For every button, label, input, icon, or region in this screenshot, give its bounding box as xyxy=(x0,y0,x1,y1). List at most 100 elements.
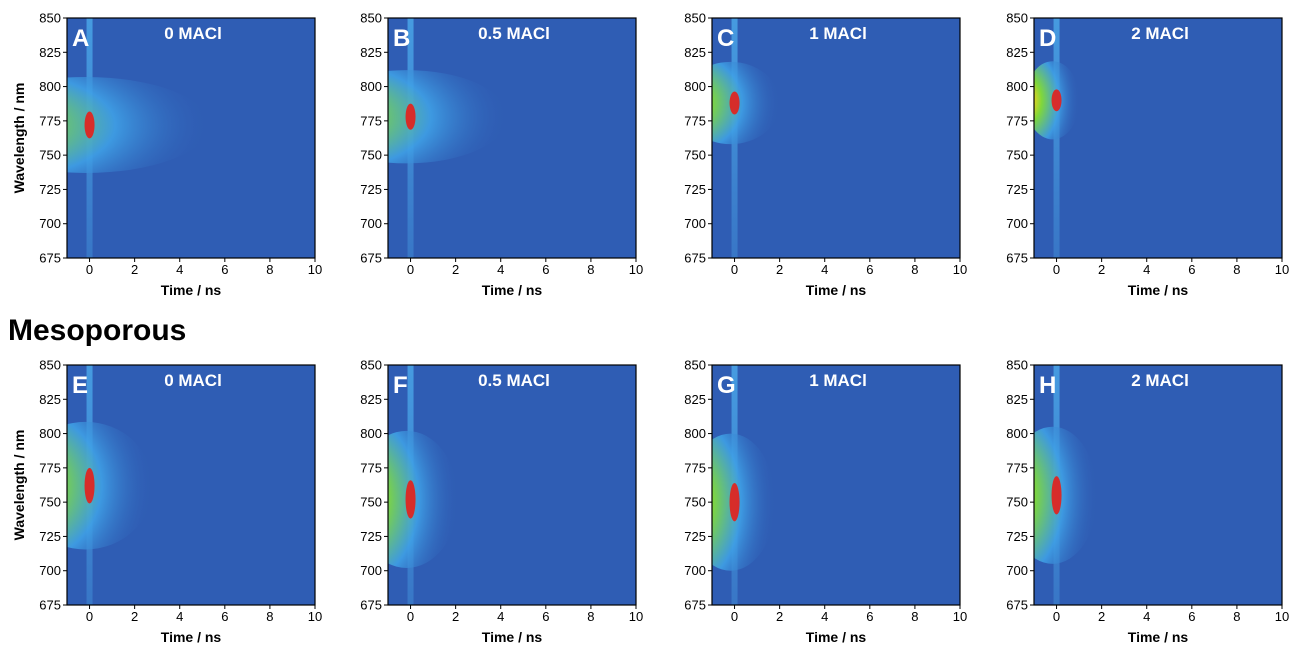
panel-title: 0 MACl xyxy=(164,24,222,43)
panel-letter: B xyxy=(393,25,410,52)
y-tick-label: 700 xyxy=(684,216,706,231)
y-tick-label: 775 xyxy=(1006,113,1028,128)
emission-peak xyxy=(405,103,416,130)
x-tick-label: 2 xyxy=(452,609,459,624)
x-tick-label: 0 xyxy=(1053,262,1060,277)
y-tick-label: 700 xyxy=(39,216,61,231)
x-tick-label: 6 xyxy=(221,609,228,624)
x-tick-label: 8 xyxy=(587,609,594,624)
heatmap-panel-a: 0 2 4 6 8 10 675 700 725 750 775 800 825 850 Time / ns… xyxy=(11,11,322,299)
y-tick-label: 675 xyxy=(684,251,706,266)
y-tick-label: 825 xyxy=(684,45,706,60)
heatmap-panel-g: 0 2 4 6 8 10 675 700 725 750 775 800 825 850 Time / ns… xyxy=(684,358,967,646)
x-tick-label: 4 xyxy=(176,262,183,277)
y-tick-label: 850 xyxy=(360,11,382,26)
y-tick-label: 850 xyxy=(39,358,61,373)
x-axis-label: Time / ns xyxy=(806,282,867,298)
y-tick-label: 850 xyxy=(684,11,706,26)
x-tick-label: 0 xyxy=(86,609,93,624)
y-axis-label: Wavelength / nm xyxy=(11,430,27,541)
y-tick-label: 725 xyxy=(360,182,382,197)
x-tick-label: 2 xyxy=(776,262,783,277)
y-tick-label: 825 xyxy=(360,45,382,60)
x-tick-label: 6 xyxy=(1188,609,1195,624)
panel-letter: H xyxy=(1039,372,1056,399)
panel-letter: A xyxy=(72,25,89,52)
x-tick-label: 10 xyxy=(953,262,967,277)
x-tick-label: 6 xyxy=(542,609,549,624)
x-tick-label: 4 xyxy=(497,262,504,277)
x-tick-label: 10 xyxy=(308,609,322,624)
y-tick-label: 725 xyxy=(360,529,382,544)
panel-letter: E xyxy=(72,372,88,399)
y-tick-label: 675 xyxy=(360,598,382,613)
y-tick-label: 800 xyxy=(39,426,61,441)
emission-plume xyxy=(1034,426,1098,564)
heatmap-signal xyxy=(388,18,508,258)
y-tick-label: 800 xyxy=(360,79,382,94)
y-tick-label: 775 xyxy=(684,460,706,475)
y-tick-label: 750 xyxy=(39,495,61,510)
panel-letter: G xyxy=(717,372,736,399)
y-tick-label: 750 xyxy=(1006,495,1028,510)
heatmap-signal xyxy=(388,365,459,605)
emission-plume xyxy=(388,70,508,164)
y-tick-label: 750 xyxy=(39,148,61,163)
plot-frame xyxy=(387,364,637,606)
x-tick-label: 2 xyxy=(131,262,138,277)
y-tick-label: 725 xyxy=(1006,182,1028,197)
x-tick-label: 10 xyxy=(1275,609,1289,624)
heatmap-panel-b: 0 2 4 6 8 10 675 700 725 750 775 800 825 850 Time / ns… xyxy=(360,11,643,299)
x-tick-label: 6 xyxy=(1188,262,1195,277)
x-tick-label: 4 xyxy=(1143,609,1150,624)
y-tick-label: 750 xyxy=(360,148,382,163)
x-tick-label: 0 xyxy=(86,262,93,277)
plot-frame xyxy=(66,17,316,259)
y-tick-label: 675 xyxy=(684,598,706,613)
y-tick-label: 825 xyxy=(684,392,706,407)
x-axis-label: Time / ns xyxy=(161,282,222,298)
x-tick-label: 0 xyxy=(1053,609,1060,624)
emission-peak xyxy=(1051,89,1062,112)
panel-title: 1 MACl xyxy=(809,24,867,43)
y-tick-label: 800 xyxy=(39,79,61,94)
x-tick-label: 8 xyxy=(266,609,273,624)
x-tick-label: 6 xyxy=(542,262,549,277)
y-tick-label: 800 xyxy=(1006,79,1028,94)
y-tick-label: 725 xyxy=(684,529,706,544)
y-tick-label: 775 xyxy=(684,113,706,128)
x-tick-label: 8 xyxy=(587,262,594,277)
y-tick-label: 775 xyxy=(360,113,382,128)
x-axis-label: Time / ns xyxy=(161,629,222,645)
y-tick-label: 800 xyxy=(1006,426,1028,441)
x-tick-label: 2 xyxy=(452,262,459,277)
x-tick-label: 8 xyxy=(266,262,273,277)
x-axis-label: Time / ns xyxy=(806,629,867,645)
y-tick-label: 675 xyxy=(1006,251,1028,266)
y-tick-label: 825 xyxy=(1006,392,1028,407)
panel-letter: C xyxy=(717,25,734,52)
y-tick-label: 750 xyxy=(360,495,382,510)
y-tick-label: 700 xyxy=(360,216,382,231)
y-tick-label: 750 xyxy=(684,495,706,510)
emission-peak xyxy=(84,467,95,504)
panel-title: 0.5 MACl xyxy=(478,371,550,390)
plot-frame xyxy=(711,364,961,606)
heatmap-signal xyxy=(712,365,776,605)
panel-title: 2 MACl xyxy=(1131,371,1189,390)
y-tick-label: 700 xyxy=(1006,563,1028,578)
y-tick-label: 850 xyxy=(39,11,61,26)
x-axis-label: Time / ns xyxy=(1128,282,1189,298)
heatmap-signal xyxy=(67,365,154,605)
x-axis-label: Time / ns xyxy=(482,282,543,298)
emission-peak xyxy=(729,91,740,115)
plot-frame xyxy=(1033,17,1283,259)
y-tick-label: 775 xyxy=(39,113,61,128)
plot-frame xyxy=(711,17,961,259)
y-tick-label: 850 xyxy=(360,358,382,373)
y-tick-label: 675 xyxy=(360,251,382,266)
y-tick-label: 675 xyxy=(39,251,61,266)
emission-peak xyxy=(1051,476,1062,515)
emission-plume xyxy=(388,430,459,568)
y-tick-label: 800 xyxy=(360,426,382,441)
